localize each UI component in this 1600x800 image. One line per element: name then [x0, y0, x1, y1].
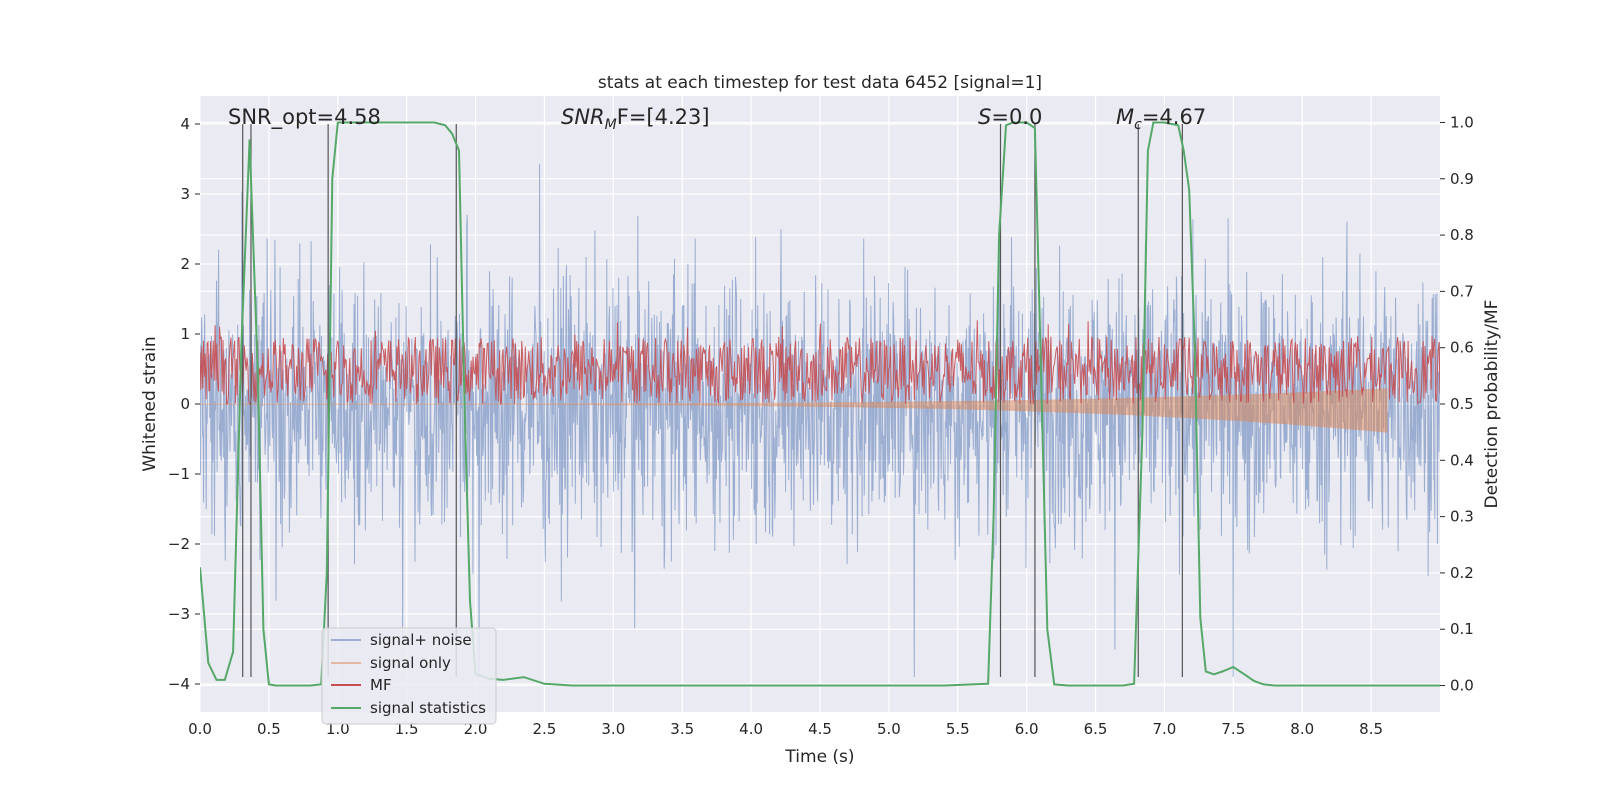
x-tick-label: 3.5: [670, 720, 694, 738]
y2-tick-label: 0.2: [1450, 564, 1474, 582]
y2-tick-label: 0.3: [1450, 508, 1474, 526]
x-tick-label: 7.5: [1221, 720, 1245, 738]
y-axis-label: Whitened strain: [140, 336, 160, 471]
y-tick-label: −1: [168, 465, 190, 483]
x-tick-label: 8.5: [1359, 720, 1383, 738]
legend-label-signal-statistics: signal statistics: [370, 699, 486, 717]
y2-tick-label: 0.1: [1450, 620, 1474, 638]
annotation-snr-mf-value: F=[4.23]: [617, 105, 710, 129]
y-tick-label: 0: [180, 395, 190, 413]
x-tick-label: 0.0: [188, 720, 212, 738]
x-tick-label: 5.0: [877, 720, 901, 738]
legend-label-signal-noise: signal+ noise: [370, 631, 472, 649]
annotation-s-value: =0.0: [991, 105, 1042, 129]
chart-title: stats at each timestep for test data 645…: [598, 73, 1042, 93]
x-tick-label: 4.0: [739, 720, 763, 738]
x-axis-ticks: 0.0 0.5 1.0 1.5 2.0 2.5 3.0 3.5 4.0 4.5 5.0 5.5 6.0 6…: [188, 720, 1383, 738]
y-tick-label: −4: [168, 675, 190, 693]
series-signal-noise: [200, 163, 1440, 678]
annotation-mc: Mc=4.67: [1116, 105, 1206, 133]
x-tick-label: 4.5: [808, 720, 832, 738]
annotation-snr-opt: SNR_opt=4.58: [228, 105, 381, 130]
x-tick-label: 6.0: [1015, 720, 1039, 738]
series-mf: [200, 320, 1440, 406]
x-tick-label: 8.0: [1290, 720, 1314, 738]
legend-label-mf: MF: [370, 676, 392, 694]
legend-label-signal-only: signal only: [370, 654, 451, 672]
annotation-s: S=0.0: [978, 105, 1042, 129]
annotation-snr-mf-base: SNR: [561, 105, 605, 129]
y-tick-label: 4: [180, 115, 190, 133]
y2-tick-label: 0.9: [1450, 170, 1474, 188]
x-tick-label: 0.5: [257, 720, 281, 738]
annotation-mc-value: =4.67: [1142, 105, 1206, 129]
annotation-s-base: S: [978, 105, 991, 129]
annotation-mc-sub: c: [1134, 117, 1142, 133]
series-signal-only: [200, 388, 1388, 433]
x-tick-label: 5.5: [946, 720, 970, 738]
y2-tick-label: 1.0: [1450, 113, 1474, 131]
y2-tick-label: 0.7: [1450, 282, 1474, 300]
y-tick-label: −3: [168, 605, 190, 623]
y-axis-right-ticks: 0.0 0.1 0.2 0.3 0.4 0.5 0.6 0.7 0.8 0.9 1.0: [1440, 113, 1474, 695]
annotation-snr-mf: SNRMF=[4.23]: [561, 105, 710, 133]
legend: signal+ noise signal only MF signal stat…: [321, 627, 497, 725]
y-tick-label: 2: [180, 255, 190, 273]
y2-tick-label: 0.4: [1450, 451, 1474, 469]
y-tick-label: 1: [180, 325, 190, 343]
y-tick-label: 3: [180, 185, 190, 203]
y2-axis-label: Detection probability/MF: [1482, 300, 1502, 509]
legend-box: [321, 627, 497, 725]
x-axis-label: Time (s): [784, 747, 854, 767]
annotation-snr-mf-sub: M: [605, 117, 617, 133]
y2-tick-label: 0.6: [1450, 339, 1474, 357]
x-tick-label: 2.5: [533, 720, 557, 738]
x-tick-label: 7.0: [1153, 720, 1177, 738]
annotation-mc-base: M: [1116, 105, 1134, 129]
x-tick-label: 3.0: [601, 720, 625, 738]
y2-tick-label: 0.5: [1450, 395, 1474, 413]
y2-tick-label: 0.8: [1450, 226, 1474, 244]
y-axis-left-ticks: −4 −3 −2 −1 0 1 2 3 4: [168, 115, 200, 693]
y2-tick-label: 0.0: [1450, 677, 1474, 695]
y-tick-label: −2: [168, 535, 190, 553]
series-signal-statistics: [200, 121, 1440, 687]
x-tick-label: 6.5: [1084, 720, 1108, 738]
